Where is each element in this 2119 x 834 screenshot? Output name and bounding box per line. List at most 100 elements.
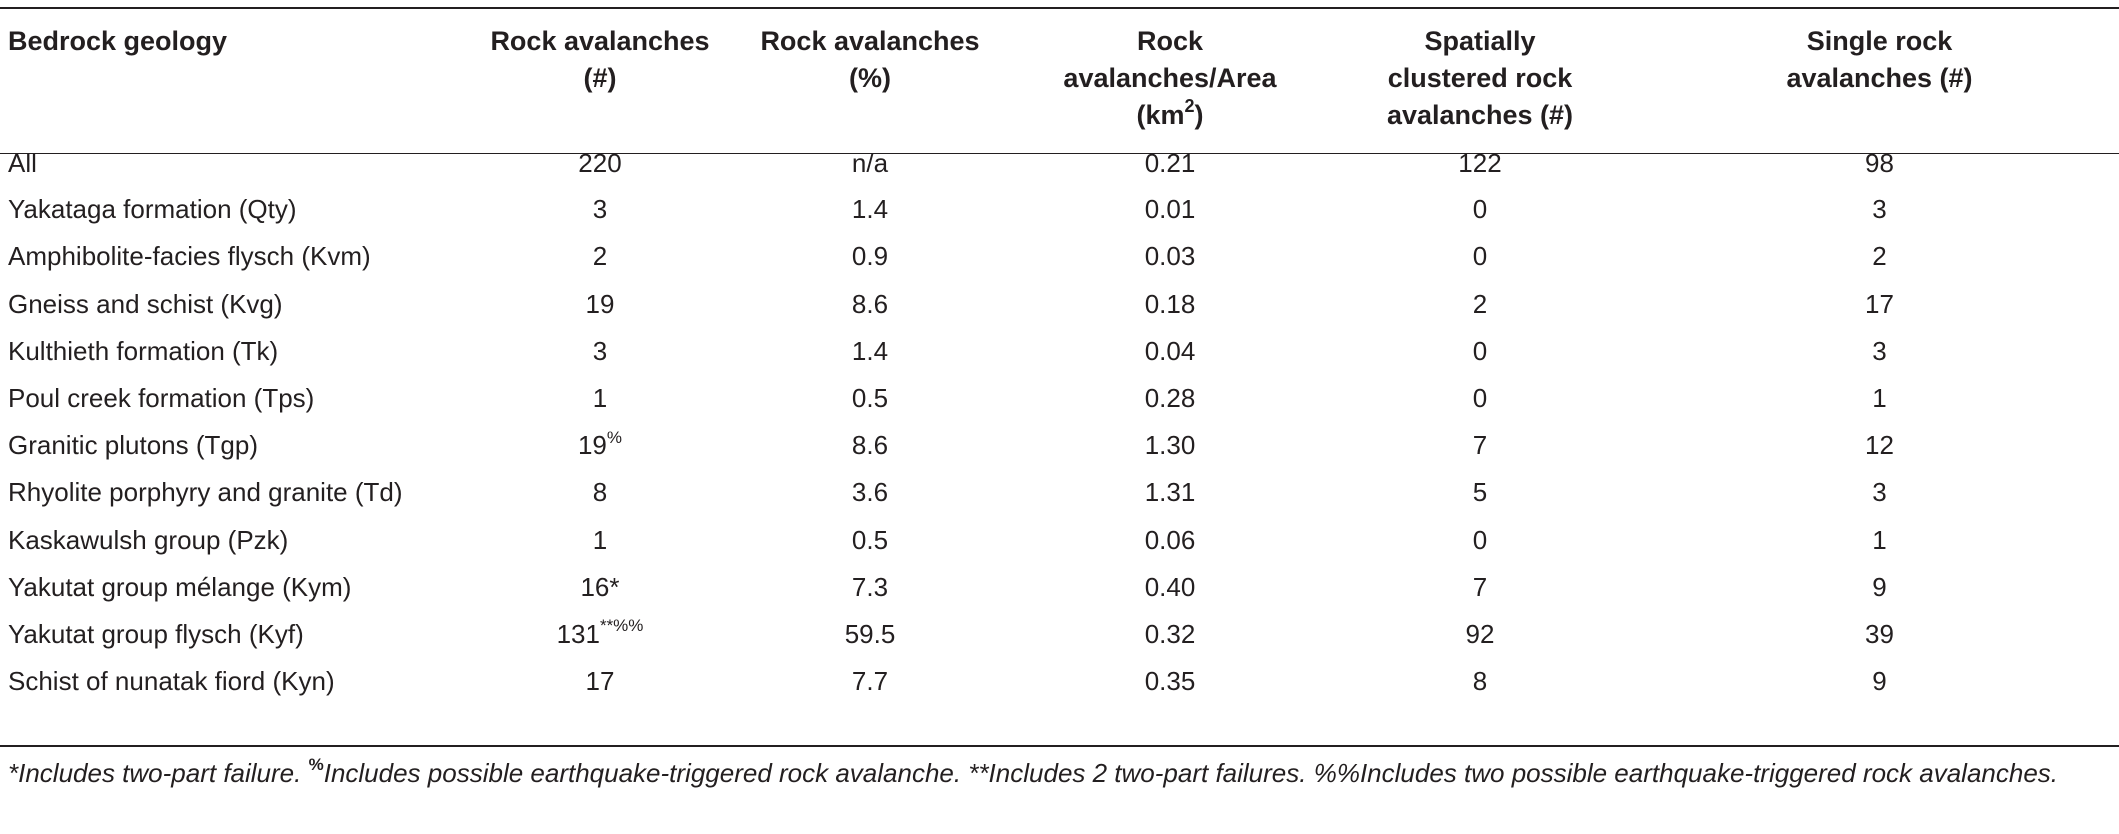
cell-rock-avalanches-per-area: 0.35 xyxy=(1144,666,1196,697)
cell-rock-avalanches-per-area: 0.06 xyxy=(1144,524,1196,555)
cell-rock-avalanches-percent: n/a xyxy=(851,148,889,179)
cell-rock-avalanches-count: 2 xyxy=(592,241,608,272)
header-rock-avalanches-count: Rock avalanches (#) xyxy=(490,26,710,93)
cell-rock-avalanches-count: 17 xyxy=(585,666,615,697)
cell-rock-avalanches-per-area: 1.30 xyxy=(1144,430,1196,461)
header-rock-avalanches-percent: Rock avalanches (%) xyxy=(760,26,980,93)
cell-spatially-clustered: 2 xyxy=(1472,288,1488,319)
table-row: Yakutat group flysch (Kyf) 131**%% 59.5 0.3… xyxy=(0,611,2119,658)
cell-bedrock-geology: Yakutat group flysch (Kyf) xyxy=(8,618,304,649)
cell-rock-avalanches-count: 3 xyxy=(592,194,608,225)
cell-rock-avalanches-percent: 7.3 xyxy=(851,571,889,602)
cell-spatially-clustered: 7 xyxy=(1472,430,1488,461)
cell-rock-avalanches-per-area: 0.01 xyxy=(1144,194,1196,225)
cell-spatially-clustered: 5 xyxy=(1472,477,1488,508)
table-row: Yakataga formation (Qty) 3 1.4 0.01 0 3 xyxy=(0,186,2119,233)
cell-bedrock-geology: Amphibolite-facies flysch (Kvm) xyxy=(8,241,371,272)
cell-bedrock-geology: Yakutat group mélange (Kym) xyxy=(8,571,352,602)
cell-spatially-clustered: 122 xyxy=(1458,148,1502,179)
cell-bedrock-geology: Poul creek formation (Tps) xyxy=(8,383,315,414)
cell-single-rock-avalanches: 3 xyxy=(1872,477,1887,508)
footnote-marker: **%% xyxy=(599,616,644,636)
cell-rock-avalanches-count: 220 xyxy=(578,148,622,179)
cell-rock-avalanches-percent: 0.9 xyxy=(851,241,889,272)
cell-rock-avalanches-percent: 0.5 xyxy=(851,524,889,555)
cell-bedrock-geology: Schist of nunatak fiord (Kyn) xyxy=(8,666,335,697)
header-spatially-clustered: Spatially clustered rock avalanches (#) xyxy=(1386,26,1574,130)
header-bedrock-geology: Bedrock geology xyxy=(8,26,228,56)
cell-bedrock-geology: All xyxy=(8,148,37,179)
cell-rock-avalanches-percent: 1.4 xyxy=(851,335,889,366)
cell-bedrock-geology: Kaskawulsh group (Pzk) xyxy=(8,524,289,555)
table-row: Yakutat group mélange (Kym) 16* 7.3 0.40 7 9 xyxy=(0,564,2119,611)
cell-rock-avalanches-per-area: 0.21 xyxy=(1144,148,1196,179)
cell-spatially-clustered: 0 xyxy=(1472,241,1488,272)
header-single-rock-avalanches: Single rock avalanches (#) xyxy=(1786,26,1973,93)
table-row: All 220 n/a 0.21 122 98 xyxy=(0,139,2119,186)
cell-spatially-clustered: 0 xyxy=(1472,335,1488,366)
cell-rock-avalanches-count: 19 xyxy=(585,288,615,319)
cell-rock-avalanches-percent: 8.6 xyxy=(851,288,889,319)
table-row: Granitic plutons (Tgp) 19% 8.6 1.30 7 12 xyxy=(0,422,2119,469)
table-row: Schist of nunatak fiord (Kyn) 17 7.7 0.35 8 9 xyxy=(0,658,2119,705)
cell-single-rock-avalanches: 17 xyxy=(1865,288,1894,319)
table-row: Rhyolite porphyry and granite (Td) 8 3.6 1.… xyxy=(0,469,2119,516)
cell-rock-avalanches-per-area: 0.04 xyxy=(1144,335,1196,366)
cell-rock-avalanches-count: 1 xyxy=(592,524,608,555)
cell-rock-avalanches-per-area: 0.03 xyxy=(1144,241,1196,272)
cell-rock-avalanches-percent: 8.6 xyxy=(851,430,889,461)
cell-single-rock-avalanches: 1 xyxy=(1872,383,1887,414)
table-row: Gneiss and schist (Kvg) 19 8.6 0.18 2 17 xyxy=(0,281,2119,328)
cell-spatially-clustered: 0 xyxy=(1472,524,1488,555)
cell-rock-avalanches-percent: 7.7 xyxy=(851,666,889,697)
cell-rock-avalanches-count: 3 xyxy=(592,335,608,366)
cell-rock-avalanches-per-area: 0.40 xyxy=(1144,571,1196,602)
cell-spatially-clustered: 0 xyxy=(1472,383,1488,414)
cell-rock-avalanches-count: 8 xyxy=(592,477,608,508)
table-row: Kulthieth formation (Tk) 3 1.4 0.04 0 3 xyxy=(0,328,2119,375)
cell-single-rock-avalanches: 1 xyxy=(1872,524,1887,555)
table-row: Kaskawulsh group (Pzk) 1 0.5 0.06 0 1 xyxy=(0,517,2119,564)
cell-single-rock-avalanches: 39 xyxy=(1865,618,1894,649)
header-rock-avalanches-per-area: Rock avalanches/Area (km2) xyxy=(1063,26,1277,130)
cell-bedrock-geology: Rhyolite porphyry and granite (Td) xyxy=(8,477,403,508)
cell-single-rock-avalanches: 2 xyxy=(1872,241,1887,272)
cell-rock-avalanches-per-area: 0.28 xyxy=(1144,383,1196,414)
top-rule xyxy=(0,7,2119,9)
cell-rock-avalanches-per-area: 1.31 xyxy=(1144,477,1196,508)
cell-bedrock-geology: Gneiss and schist (Kvg) xyxy=(8,288,283,319)
cell-spatially-clustered: 8 xyxy=(1472,666,1488,697)
bottom-rule xyxy=(0,745,2119,747)
cell-bedrock-geology: Kulthieth formation (Tk) xyxy=(8,335,279,366)
cell-rock-avalanches-percent: 0.5 xyxy=(851,383,889,414)
header-row: Bedrock geology Rock avalanches (#) Rock… xyxy=(0,9,2119,139)
cell-spatially-clustered: 7 xyxy=(1472,571,1488,602)
table-row: Amphibolite-facies flysch (Kvm) 2 0.9 0.03 0… xyxy=(0,233,2119,280)
cell-rock-avalanches-count: 131**%% xyxy=(556,616,644,649)
cell-rock-avalanches-per-area: 0.18 xyxy=(1144,288,1196,319)
header-rule xyxy=(0,153,2119,154)
cell-rock-avalanches-percent: 59.5 xyxy=(844,618,896,649)
cell-rock-avalanches-percent: 3.6 xyxy=(851,477,889,508)
footnote-marker: % xyxy=(606,427,623,447)
table-footnote: *Includes two-part failure. %Includes po… xyxy=(8,755,2059,788)
cell-rock-avalanches-count: 19% xyxy=(577,427,623,461)
cell-single-rock-avalanches: 12 xyxy=(1865,430,1894,461)
cell-single-rock-avalanches: 9 xyxy=(1872,571,1887,602)
cell-bedrock-geology: Yakataga formation (Qty) xyxy=(8,194,297,225)
cell-single-rock-avalanches: 3 xyxy=(1872,194,1887,225)
cell-rock-avalanches-count: 1 xyxy=(592,383,608,414)
cell-single-rock-avalanches: 98 xyxy=(1865,148,1894,179)
cell-spatially-clustered: 0 xyxy=(1472,194,1488,225)
cell-single-rock-avalanches: 9 xyxy=(1872,666,1887,697)
cell-rock-avalanches-count: 16* xyxy=(580,571,620,602)
table-body: All 220 n/a 0.21 122 98 Yakataga formation (Qt… xyxy=(0,139,2119,705)
cell-rock-avalanches-per-area: 0.32 xyxy=(1144,618,1196,649)
table-row: Poul creek formation (Tps) 1 0.5 0.28 0 1 xyxy=(0,375,2119,422)
cell-spatially-clustered: 92 xyxy=(1465,618,1495,649)
cell-bedrock-geology: Granitic plutons (Tgp) xyxy=(8,430,258,461)
cell-single-rock-avalanches: 3 xyxy=(1872,335,1887,366)
data-table: Bedrock geology Rock avalanches (#) Rock… xyxy=(0,9,2119,705)
cell-rock-avalanches-percent: 1.4 xyxy=(851,194,889,225)
